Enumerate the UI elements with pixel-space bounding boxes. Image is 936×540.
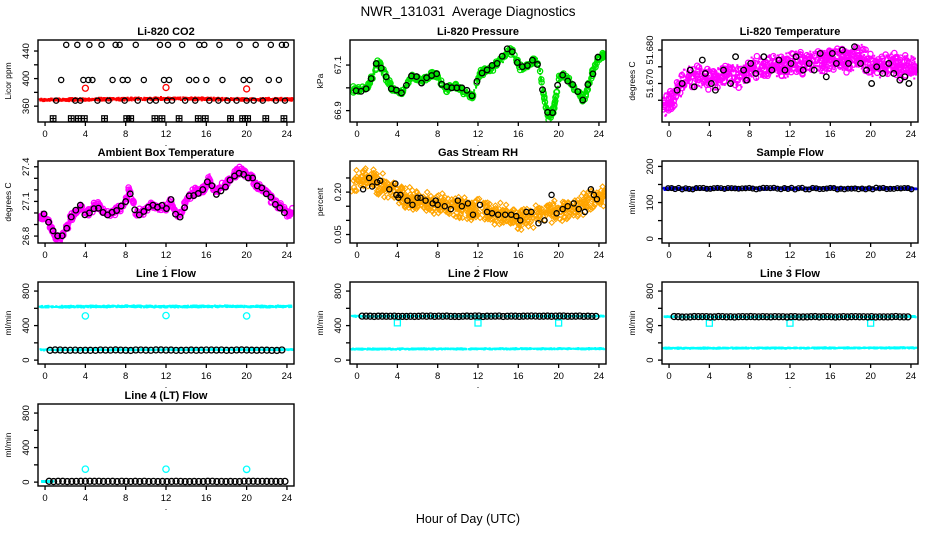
svg-text:24: 24 xyxy=(594,129,605,140)
subplot-line1-flow: Line 1 Flow 0 4 8 12 16 20 24 0 400 800 ml/min. xyxy=(0,268,312,390)
svg-text:24: 24 xyxy=(282,129,293,140)
subplot-li820-co2: Li-820 CO2 0 4 8 12 16 20 24 360 400 440 Licor ppm. xyxy=(0,26,312,148)
svg-text:0: 0 xyxy=(354,129,359,140)
subplot-li820-pressure: Li-820 Pressure 0 4 8 12 16 20 24 66.9 67.1 kPa. xyxy=(312,26,624,148)
svg-text:Licor ppm: Licor ppm xyxy=(3,62,13,99)
svg-text:440: 440 xyxy=(21,43,32,59)
svg-text:360: 360 xyxy=(21,98,32,114)
svg-text:.: . xyxy=(789,138,792,148)
svg-text:4: 4 xyxy=(707,129,712,140)
svg-text:0: 0 xyxy=(42,129,47,140)
svg-text:24: 24 xyxy=(906,129,917,140)
svg-text:12: 12 xyxy=(473,129,484,140)
svg-text:8: 8 xyxy=(747,129,752,140)
svg-text:20: 20 xyxy=(553,129,564,140)
svg-text:20: 20 xyxy=(241,129,252,140)
svg-text:Li-820 Temperature: Li-820 Temperature xyxy=(740,26,841,38)
svg-text:8: 8 xyxy=(435,129,440,140)
subplot-line4-lt-flow: Line 4 (LT) Flow 0 4 8 12 16 20 24 0 400 800 ml/min… xyxy=(0,390,312,512)
svg-text:51.680: 51.680 xyxy=(645,36,656,65)
subplot-ambient-box-temperature: Ambient Box Temperature 0 4 8 12 16 20 24 26.8 27… xyxy=(0,147,312,269)
chart-li820-co2: Li-820 CO2 0 4 8 12 16 20 24 360 400 440 Licor ppm. xyxy=(3,26,295,148)
svg-text:12: 12 xyxy=(785,129,796,140)
page-title: NWR_131031 Average Diagnostics xyxy=(360,4,576,19)
subplot-sample-flow: Sample Flow 0 4 8 12 16 20 24 0 100 200 ml/min. xyxy=(624,147,936,269)
svg-text:.: . xyxy=(165,138,168,148)
svg-text:20: 20 xyxy=(865,129,876,140)
svg-text:0: 0 xyxy=(666,129,671,140)
svg-text:16: 16 xyxy=(513,129,524,140)
svg-text:16: 16 xyxy=(825,129,836,140)
svg-text:kPa: kPa xyxy=(315,73,325,88)
svg-text:12: 12 xyxy=(161,129,172,140)
svg-text:8: 8 xyxy=(123,129,128,140)
subplot-line2-flow: Line 2 Flow 0 4 8 12 16 20 24 0 400 800 ml/min. xyxy=(312,268,624,390)
chart-li820-pressure: Li-820 Pressure 0 4 8 12 16 20 24 66.9 67.1 kPa. xyxy=(315,26,607,148)
svg-text:67.1: 67.1 xyxy=(333,56,344,75)
svg-text:.: . xyxy=(477,138,480,148)
svg-text:Li-820 CO2: Li-820 CO2 xyxy=(137,26,194,38)
svg-text:4: 4 xyxy=(83,129,88,140)
chart-li820-temperature: Li-820 Temperature 0 4 8 12 16 20 24 51.670 51.68… xyxy=(627,26,919,148)
svg-text:400: 400 xyxy=(21,71,32,87)
svg-text:Ambient Box Temperature: Ambient Box Temperature xyxy=(98,147,235,159)
svg-text:4: 4 xyxy=(395,129,400,140)
svg-text:66.9: 66.9 xyxy=(333,101,344,120)
subplot-gas-stream-rh: Gas Stream RH 0 4 8 12 16 20 24 0.05 0.20 percent. xyxy=(312,147,624,269)
svg-text:51.670: 51.670 xyxy=(645,69,656,98)
svg-text:16: 16 xyxy=(201,129,212,140)
x-axis-title: Hour of Day (UTC) xyxy=(415,512,521,526)
svg-text:degrees C: degrees C xyxy=(627,61,637,100)
subplot-line3-flow: Line 3 Flow 0 4 8 12 16 20 24 0 400 800 ml/min. xyxy=(624,268,936,390)
subplot-li820-temperature: Li-820 Temperature 0 4 8 12 16 20 24 51.670 51.68… xyxy=(624,26,936,148)
svg-text:Li-820 Pressure: Li-820 Pressure xyxy=(437,26,519,38)
